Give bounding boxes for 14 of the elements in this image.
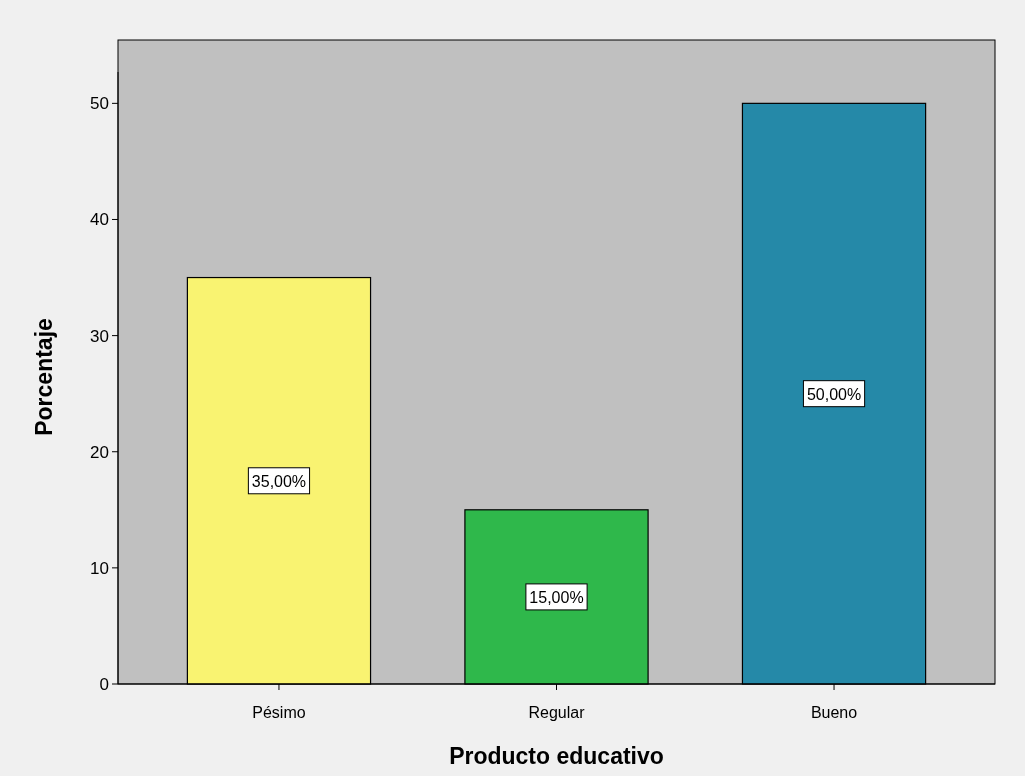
x-tick-label: Bueno: [810, 704, 858, 721]
y-tick-label: 0: [99, 675, 109, 694]
y-tick-label: 30: [90, 326, 109, 346]
y-tick-label: 50: [90, 94, 109, 114]
data-label: 50,00%: [806, 385, 862, 403]
x-tick-label: Pésimo: [252, 704, 306, 721]
data-label: 15,00%: [529, 588, 584, 606]
y-axis-title: Porcentaje: [31, 318, 57, 436]
x-axis-title: Producto educativo: [449, 743, 664, 769]
y-tick-label: 10: [90, 558, 109, 578]
y-tick-label: 20: [90, 442, 109, 462]
x-tick-label: Regular: [528, 704, 586, 721]
y-tick-label: 40: [90, 210, 109, 230]
data-label: 35,00%: [251, 472, 307, 490]
